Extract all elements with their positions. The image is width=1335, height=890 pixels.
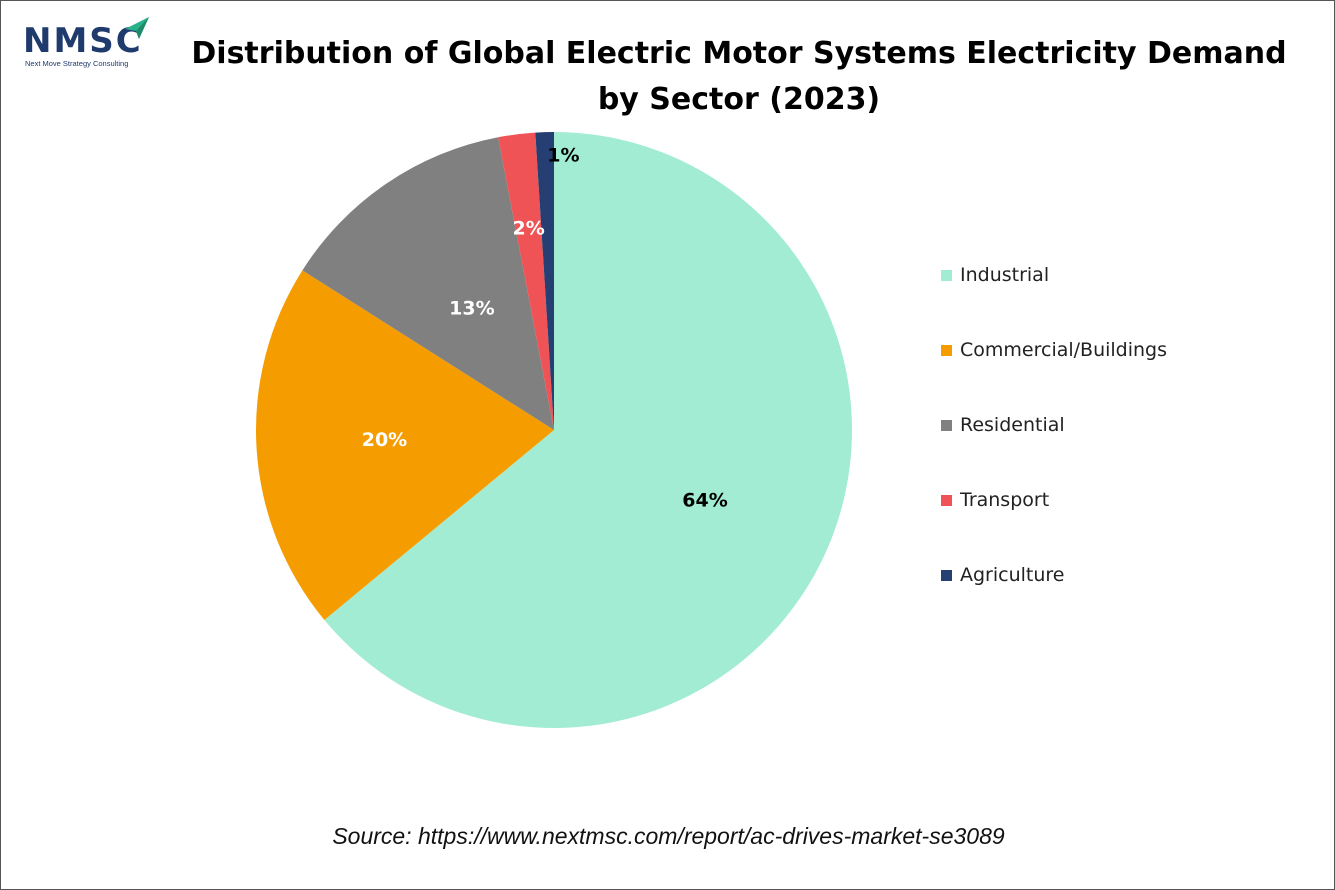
chart-legend: Industrial Commercial/Buildings Residentia…	[941, 263, 1167, 638]
legend-label-transport: Transport	[960, 489, 1050, 511]
legend-swatch-industrial	[941, 269, 952, 281]
chart-title-line-2: by Sector (2023)	[597, 82, 881, 117]
legend-item-commercial-buildings: Commercial/Buildings	[941, 338, 1167, 362]
legend-swatch-transport	[941, 494, 952, 506]
legend-item-residential: Residential	[941, 413, 1167, 437]
pie-slice-agriculture	[535, 132, 554, 430]
legend-swatch-residential	[941, 419, 952, 431]
slice-label-transport: 2%	[512, 217, 544, 239]
pie-slice-transport	[498, 132, 554, 431]
slice-label-industrial: 64%	[682, 490, 727, 512]
pie-slice-industrial	[324, 132, 852, 729]
nmsc-logo: NMSC Next Move Strategy Consulting	[23, 15, 153, 71]
slice-label-commercial-buildings: 20%	[362, 429, 407, 451]
pie-slice-residential	[302, 137, 554, 431]
slice-label-agriculture: 1%	[547, 144, 579, 166]
legend-swatch-agriculture	[941, 569, 952, 581]
chart-title-line-1: Distribution of Global Electric Motor Sy…	[191, 36, 1287, 71]
slice-label-residential: 13%	[449, 298, 494, 320]
legend-label-commercial-buildings: Commercial/Buildings	[960, 339, 1168, 361]
source-note: Source: https://www.nextmsc.com/report/a…	[332, 823, 1005, 849]
legend-swatch-commercial-buildings	[941, 344, 952, 356]
logo-text: NMSC	[23, 21, 143, 61]
legend-label-agriculture: Agriculture	[960, 564, 1065, 586]
legend-item-industrial: Industrial	[941, 263, 1167, 287]
legend-label-industrial: Industrial	[960, 264, 1050, 286]
pie-slice-commercial-buildings	[256, 270, 554, 620]
legend-item-transport: Transport	[941, 488, 1167, 512]
paper-plane-arrow-icon	[125, 17, 149, 39]
chart-title: Distribution of Global Electric Motor Sy…	[181, 31, 1297, 123]
logo-subtitle: Next Move Strategy Consulting	[25, 59, 129, 68]
legend-item-agriculture: Agriculture	[941, 563, 1167, 587]
legend-label-residential: Residential	[960, 414, 1065, 436]
